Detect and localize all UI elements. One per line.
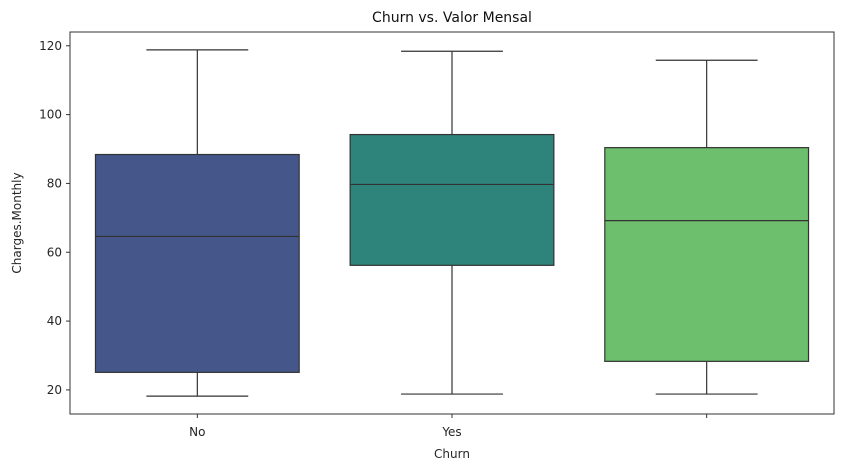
y-tick-label: 80 — [47, 176, 62, 190]
x-tick-label: No — [189, 425, 205, 439]
box-group — [604, 59, 810, 395]
box-group — [94, 49, 300, 397]
y-tick-label: 100 — [39, 108, 62, 122]
box-iqr — [94, 153, 300, 373]
chart-title: Churn vs. Valor Mensal — [372, 10, 532, 26]
x-axis-label: Churn — [434, 447, 470, 461]
x-tick-label: Yes — [441, 425, 461, 439]
y-axis-label: Charges.Monthly — [10, 172, 24, 273]
box-group — [349, 50, 555, 395]
y-tick-label: 120 — [39, 39, 62, 53]
y-ticks: 20 40 60 80 100 120 — [39, 39, 70, 397]
box-iqr — [349, 133, 555, 266]
y-tick-label: 60 — [47, 245, 62, 259]
boxes-layer — [94, 49, 810, 397]
box-iqr — [604, 147, 810, 362]
y-tick-label: 20 — [47, 383, 62, 397]
x-ticks: No Yes — [189, 414, 708, 439]
y-tick-label: 40 — [47, 314, 62, 328]
